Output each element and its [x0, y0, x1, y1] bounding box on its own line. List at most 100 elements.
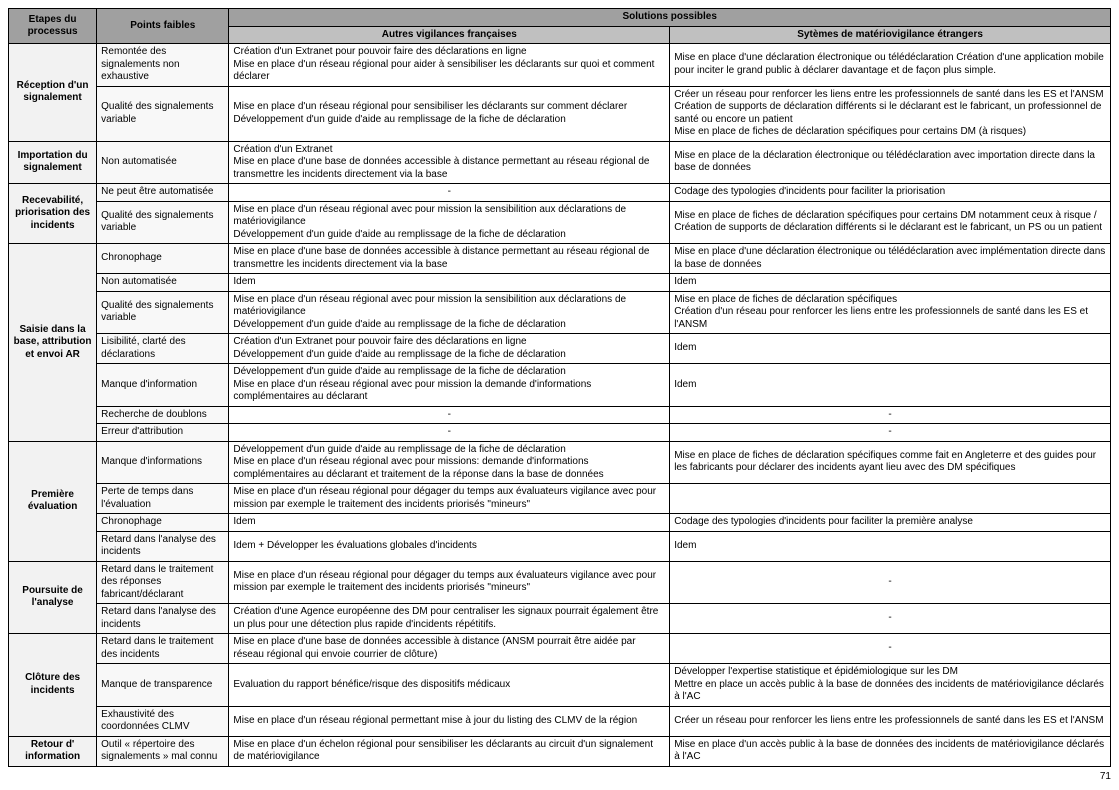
table-row: Saisie dans la base, attribution et envo…	[9, 244, 1111, 274]
solution-etr-cell: -	[670, 634, 1111, 664]
etape-cell: Retour d' information	[9, 736, 97, 766]
solution-etr-cell: -	[670, 561, 1111, 604]
table-row: Réception d'un signalementRemontée des s…	[9, 44, 1111, 87]
point-faible-cell: Retard dans le traitement des incidents	[97, 634, 229, 664]
point-faible-cell: Remontée des signalements non exhaustive	[97, 44, 229, 87]
solution-etr-cell: Mise en place de fiches de déclaration s…	[670, 291, 1111, 334]
solution-fr-cell: Création d'un ExtranetMise en place d'un…	[229, 141, 670, 184]
etape-cell: Importation du signalement	[9, 141, 97, 184]
solution-fr-cell: Création d'un Extranet pour pouvoir fair…	[229, 334, 670, 364]
table-row: Manque d'informationDéveloppement d'un g…	[9, 364, 1111, 407]
solution-fr-cell: Mise en place d'un réseau régional pour …	[229, 561, 670, 604]
vigilance-table: Etapes du processus Points faibles Solut…	[8, 8, 1111, 767]
solution-etr-cell: Mise en place de fiches de déclaration s…	[670, 441, 1111, 484]
solution-fr-cell: Mise en place d'une base de données acce…	[229, 634, 670, 664]
table-body: Réception d'un signalementRemontée des s…	[9, 44, 1111, 767]
point-faible-cell: Recherche de doublons	[97, 406, 229, 424]
solution-fr-cell: Mise en place d'un réseau régional pour …	[229, 86, 670, 141]
header-sol-etr: Sytèmes de matériovigilance étrangers	[670, 26, 1111, 44]
solution-etr-cell: Développer l'expertise statistique et ép…	[670, 664, 1111, 707]
etape-cell: Saisie dans la base, attribution et envo…	[9, 244, 97, 442]
table-row: Manque de transparenceEvaluation du rapp…	[9, 664, 1111, 707]
solution-fr-cell: -	[229, 406, 670, 424]
solution-fr-cell: Développement d'un guide d'aide au rempl…	[229, 364, 670, 407]
solution-fr-cell: Mise en place d'un échelon régional pour…	[229, 736, 670, 766]
etape-cell: Clôture des incidents	[9, 634, 97, 737]
solution-etr-cell: Mise en place de la déclaration électron…	[670, 141, 1111, 184]
solution-etr-cell: -	[670, 604, 1111, 634]
solution-fr-cell: Idem + Développer les évaluations global…	[229, 531, 670, 561]
point-faible-cell: Ne peut être automatisée	[97, 184, 229, 202]
point-faible-cell: Non automatisée	[97, 274, 229, 292]
solution-fr-cell: Création d'une Agence européenne des DM …	[229, 604, 670, 634]
solution-etr-cell: Idem	[670, 334, 1111, 364]
table-row: Clôture des incidentsRetard dans le trai…	[9, 634, 1111, 664]
page-number: 71	[8, 767, 1111, 782]
point-faible-cell: Retard dans l'analyse des incidents	[97, 531, 229, 561]
point-faible-cell: Qualité des signalements variable	[97, 291, 229, 334]
point-faible-cell: Retard dans le traitement des réponses f…	[97, 561, 229, 604]
header-etapes: Etapes du processus	[9, 9, 97, 44]
table-row: Poursuite de l'analyseRetard dans le tra…	[9, 561, 1111, 604]
table-row: Non automatiséeIdemIdem	[9, 274, 1111, 292]
table-row: Retour d' informationOutil « répertoire …	[9, 736, 1111, 766]
table-row: Première évaluationManque d'informations…	[9, 441, 1111, 484]
point-faible-cell: Manque de transparence	[97, 664, 229, 707]
table-row: Retard dans l'analyse des incidentsIdem …	[9, 531, 1111, 561]
table-row: Erreur d'attribution--	[9, 424, 1111, 442]
solution-etr-cell: Mise en place d'un accès public à la bas…	[670, 736, 1111, 766]
solution-etr-cell: -	[670, 406, 1111, 424]
solution-fr-cell: Création d'un Extranet pour pouvoir fair…	[229, 44, 670, 87]
point-faible-cell: Non automatisée	[97, 141, 229, 184]
solution-fr-cell: Idem	[229, 514, 670, 532]
solution-fr-cell: Développement d'un guide d'aide au rempl…	[229, 441, 670, 484]
point-faible-cell: Erreur d'attribution	[97, 424, 229, 442]
solution-fr-cell: Mise en place d'un réseau régional avec …	[229, 291, 670, 334]
point-faible-cell: Outil « répertoire des signalements » ma…	[97, 736, 229, 766]
point-faible-cell: Qualité des signalements variable	[97, 201, 229, 244]
solution-fr-cell: Evaluation du rapport bénéfice/risque de…	[229, 664, 670, 707]
solution-fr-cell: -	[229, 184, 670, 202]
solution-fr-cell: Mise en place d'une base de données acce…	[229, 244, 670, 274]
etape-cell: Première évaluation	[9, 441, 97, 561]
point-faible-cell: Retard dans l'analyse des incidents	[97, 604, 229, 634]
table-row: Recevabilité, priorisation des incidents…	[9, 184, 1111, 202]
etape-cell: Recevabilité, priorisation des incidents	[9, 184, 97, 244]
point-faible-cell: Chronophage	[97, 244, 229, 274]
table-row: Qualité des signalements variableMise en…	[9, 291, 1111, 334]
solution-fr-cell: Mise en place d'un réseau régional avec …	[229, 201, 670, 244]
solution-fr-cell: Idem	[229, 274, 670, 292]
point-faible-cell: Manque d'information	[97, 364, 229, 407]
header-sol-fr: Autres vigilances françaises	[229, 26, 670, 44]
etape-cell: Réception d'un signalement	[9, 44, 97, 142]
table-row: Importation du signalementNon automatisé…	[9, 141, 1111, 184]
point-faible-cell: Manque d'informations	[97, 441, 229, 484]
solution-etr-cell: Mise en place d'une déclaration électron…	[670, 244, 1111, 274]
solution-etr-cell: Codage des typologies d'incidents pour f…	[670, 514, 1111, 532]
header-solutions: Solutions possibles	[229, 9, 1111, 27]
table-row: Qualité des signalements variableMise en…	[9, 201, 1111, 244]
solution-fr-cell: -	[229, 424, 670, 442]
solution-fr-cell: Mise en place d'un réseau régional perme…	[229, 706, 670, 736]
table-header: Etapes du processus Points faibles Solut…	[9, 9, 1111, 44]
solution-etr-cell: Mise en place d'une déclaration électron…	[670, 44, 1111, 87]
solution-etr-cell: Créer un réseau pour renforcer les liens…	[670, 706, 1111, 736]
solution-etr-cell: Codage des typologies d'incidents pour f…	[670, 184, 1111, 202]
point-faible-cell: Chronophage	[97, 514, 229, 532]
table-row: Retard dans l'analyse des incidentsCréat…	[9, 604, 1111, 634]
table-row: Qualité des signalements variableMise en…	[9, 86, 1111, 141]
solution-etr-cell: -	[670, 424, 1111, 442]
table-row: Perte de temps dans l'évaluationMise en …	[9, 484, 1111, 514]
solution-etr-cell: Idem	[670, 364, 1111, 407]
table-row: Exhaustivité des coordonnées CLMVMise en…	[9, 706, 1111, 736]
etape-cell: Poursuite de l'analyse	[9, 561, 97, 634]
header-pf: Points faibles	[97, 9, 229, 44]
point-faible-cell: Lisibilité, clarté des déclarations	[97, 334, 229, 364]
solution-etr-cell	[670, 484, 1111, 514]
point-faible-cell: Qualité des signalements variable	[97, 86, 229, 141]
solution-etr-cell: Idem	[670, 531, 1111, 561]
solution-etr-cell: Créer un réseau pour renforcer les liens…	[670, 86, 1111, 141]
table-row: Lisibilité, clarté des déclarationsCréat…	[9, 334, 1111, 364]
point-faible-cell: Exhaustivité des coordonnées CLMV	[97, 706, 229, 736]
solution-fr-cell: Mise en place d'un réseau régional pour …	[229, 484, 670, 514]
